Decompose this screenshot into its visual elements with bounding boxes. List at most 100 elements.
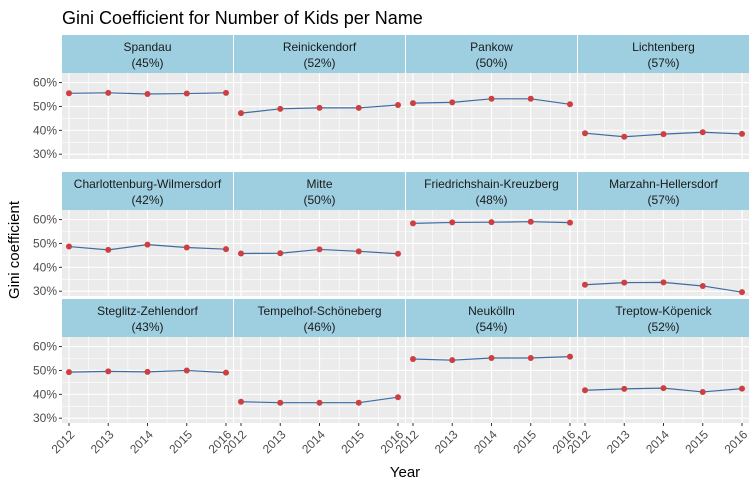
facet-panel-charlottenburg-wilmersdorf: Charlottenburg-Wilmersdorf (42%) 30% 40% 50%…	[33, 172, 233, 298]
data-point	[739, 385, 745, 392]
x-tick-label: 2015	[166, 427, 195, 456]
data-point	[699, 129, 706, 136]
data-point	[488, 219, 495, 226]
facet-panel-steglitz-zehlendorf: Steglitz-Zehlendorf (43%) 30% 40% 50% 60% 2012…	[33, 299, 235, 456]
data-point	[105, 246, 112, 253]
facet-strip-title: Friedrichshain-Kreuzberg	[424, 177, 559, 191]
facet-strip-label: (54%)	[475, 320, 507, 334]
data-point	[488, 95, 495, 102]
facet-strip	[578, 299, 749, 337]
data-point	[449, 99, 456, 106]
y-tick-label: 60%	[33, 76, 57, 90]
facet-strip-label: (45%)	[131, 56, 163, 70]
facet-panel-spandau: Spandau (45%) 30% 40% 50% 60%	[33, 35, 233, 161]
data-point	[277, 105, 284, 112]
facet-strip	[234, 35, 405, 73]
facet-strip	[406, 299, 577, 337]
facet-strip	[234, 172, 405, 210]
data-point	[105, 368, 112, 375]
x-tick-label: 2015	[510, 427, 539, 456]
facet-strip	[62, 299, 233, 337]
data-point	[699, 282, 706, 289]
x-tick-label: 2015	[338, 427, 367, 456]
y-tick-label: 30%	[33, 147, 57, 161]
data-point	[410, 100, 416, 107]
data-point	[449, 219, 456, 226]
y-tick-label: 30%	[33, 284, 57, 298]
facet-strip-title: Tempelhof-Schöneberg	[257, 304, 381, 318]
facet-panel-reinickendorf: Reinickendorf (52%)	[234, 35, 405, 159]
facet-strip-label: (50%)	[475, 56, 507, 70]
y-tick-label: 50%	[33, 363, 57, 377]
facet-strip-title: Treptow-Köpenick	[615, 304, 712, 318]
data-point	[582, 387, 588, 394]
data-point	[582, 130, 588, 137]
y-tick-label: 40%	[33, 260, 57, 274]
facet-panel-neukolln: Neukölln(54%)2012 2013 2014 2015 2016	[393, 299, 579, 456]
data-point	[223, 369, 229, 376]
data-point	[355, 104, 362, 111]
data-point	[144, 368, 151, 375]
facet-strip-label: (57%)	[647, 56, 679, 70]
data-point	[395, 394, 401, 401]
data-point	[410, 220, 416, 227]
data-point	[183, 367, 190, 374]
facet-strip-title: Neukölln	[468, 304, 515, 318]
data-point	[316, 246, 323, 253]
facet-panel-pankow: Pankow (50%)	[406, 35, 577, 159]
facet-strip-title: Lichtenberg	[632, 40, 695, 54]
facet-strip-label: (43%)	[131, 320, 163, 334]
data-point	[660, 385, 667, 392]
facet-panel-mitte: Mitte (50%)	[234, 172, 405, 296]
x-tick-label: 2014	[643, 427, 672, 456]
data-point	[277, 250, 284, 257]
data-point	[567, 219, 573, 226]
y-tick-label: 50%	[33, 236, 57, 250]
facet-strip-label: (48%)	[475, 193, 507, 207]
data-point	[395, 102, 401, 109]
facet-strip-title: Charlottenburg-Wilmersdorf	[74, 177, 222, 191]
data-point	[238, 110, 244, 117]
data-point	[66, 243, 72, 250]
data-point	[66, 369, 72, 376]
x-tick-label: 2014	[127, 427, 156, 456]
facet-strip-label: (46%)	[303, 320, 335, 334]
y-tick-label: 60%	[33, 213, 57, 227]
data-point	[582, 281, 588, 288]
data-point	[223, 89, 229, 96]
facet-panel-treptow-kopenick: Treptow-Köpenick(52%)2012 2013 2014 2015 201…	[565, 299, 751, 456]
x-tick-label: 2015	[682, 427, 711, 456]
data-point	[183, 90, 190, 97]
facet-strip-label: (42%)	[131, 193, 163, 207]
facet-panel-tempelhof-schoneberg: Tempelhof-Schöneberg(46%)2012 2013 2014 201…	[221, 299, 407, 456]
data-point	[699, 388, 706, 395]
data-point	[238, 398, 244, 405]
data-point	[355, 248, 362, 255]
facet-strip	[578, 172, 749, 210]
facet-strip-label: (50%)	[303, 193, 335, 207]
x-tick-label: 2013	[432, 427, 461, 456]
facet-strip-title: Reinickendorf	[283, 40, 357, 54]
data-point	[527, 355, 534, 362]
x-tick-label: 2016	[722, 427, 751, 456]
data-point	[316, 399, 323, 406]
data-point	[621, 385, 628, 392]
data-point	[488, 355, 495, 362]
x-tick-label: 2014	[299, 427, 328, 456]
y-tick-label: 40%	[33, 387, 57, 401]
facet-strip-title: Marzahn-Hellersdorf	[609, 177, 718, 191]
data-point	[567, 353, 573, 360]
data-point	[183, 244, 190, 251]
data-point	[449, 357, 456, 364]
data-point	[527, 95, 534, 102]
data-point	[567, 101, 573, 108]
facet-strip-title: Pankow	[470, 40, 513, 54]
data-point	[395, 250, 401, 257]
data-point	[144, 241, 151, 248]
data-point	[739, 289, 745, 296]
facet-panel-friedrichshain-kreuzberg: Friedrichshain-Kreuzberg (48%)	[406, 172, 577, 296]
data-point	[527, 218, 534, 225]
facet-strip	[62, 172, 233, 210]
data-point	[277, 399, 284, 406]
